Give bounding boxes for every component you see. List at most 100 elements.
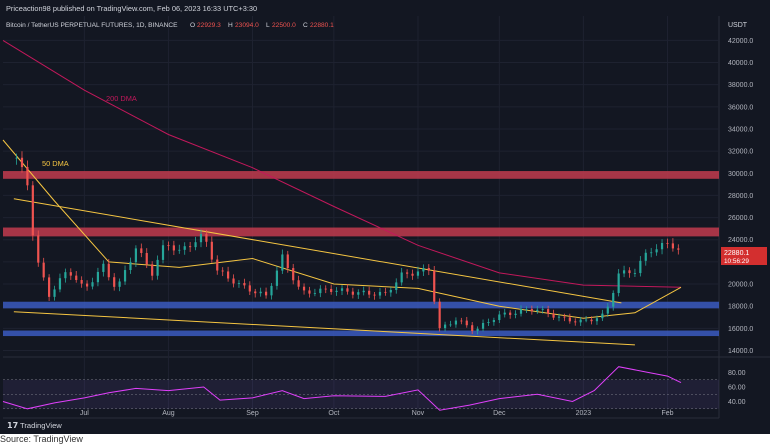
candle-body [75, 275, 78, 280]
zones [3, 171, 719, 337]
candle-body [140, 248, 143, 254]
candle-body [319, 288, 322, 294]
candle-body [31, 185, 34, 236]
time-tick-label: Nov [412, 410, 425, 417]
candle-body [362, 290, 365, 293]
price-tick-label: 26000.0 [728, 215, 753, 222]
candle-body [639, 260, 642, 274]
candle-body [42, 262, 45, 278]
candle-body [102, 263, 105, 272]
candle-body [406, 272, 409, 274]
candle-body [503, 312, 506, 315]
candle-body [622, 270, 626, 274]
rsi-pane[interactable] [3, 358, 719, 416]
candle-body [465, 320, 468, 326]
time-tick-label: Aug [162, 410, 175, 417]
candle-body [221, 270, 224, 272]
candle-body [199, 234, 203, 243]
candle-body [26, 167, 29, 186]
candle-body [80, 279, 83, 284]
candle-body [671, 243, 674, 249]
candle-body [297, 280, 300, 287]
candle-body [275, 270, 279, 286]
candle-body [389, 289, 392, 293]
candle-body [666, 242, 669, 244]
candle-body [302, 286, 306, 291]
candle-body [547, 309, 550, 314]
candle-body [69, 272, 72, 276]
candle-body [476, 328, 479, 332]
candle-body [487, 322, 490, 323]
candle-body [530, 309, 533, 312]
last-price-countdown: 10:56:29 [724, 258, 749, 265]
last-price-value: 22880.1 [724, 250, 749, 257]
ma50-annotation: 50 DMA [42, 159, 69, 168]
candle-body [205, 234, 208, 242]
candle-body [644, 252, 647, 261]
candle-body [292, 268, 295, 281]
candle-body [20, 157, 24, 168]
price-tick-label: 32000.0 [728, 149, 753, 156]
candle-body [514, 313, 517, 315]
candle-body [346, 288, 349, 292]
ohlc-open-label: O [190, 22, 195, 29]
trendline [13, 198, 622, 304]
candle-body [172, 245, 175, 251]
price-tick-label: 34000.0 [728, 126, 753, 133]
candle-body [134, 248, 137, 263]
trendline [13, 311, 635, 346]
candle-body [384, 291, 387, 293]
candle-body [519, 309, 523, 314]
candle-body [151, 264, 154, 276]
resistance-zone [3, 171, 719, 179]
price-tick-label: 36000.0 [728, 104, 753, 111]
gridlines [3, 16, 719, 416]
candle-body [460, 320, 463, 322]
candle-body [330, 288, 333, 292]
candle-body [286, 254, 289, 269]
candle-body [541, 309, 544, 310]
candle-body [552, 313, 555, 318]
price-tick-label: 16000.0 [728, 326, 753, 333]
candle-body [210, 241, 213, 260]
candle-body [243, 283, 246, 286]
time-tick-label: Sep [246, 410, 259, 417]
price-tick-label: 38000.0 [728, 82, 753, 89]
candles [15, 151, 680, 335]
candle-body [85, 283, 89, 287]
ohlc-close-value: 22880.1 [310, 22, 334, 29]
resistance-zone [3, 227, 719, 237]
candle-body [48, 277, 51, 297]
candle-body [606, 306, 609, 314]
candle-body [216, 259, 219, 271]
currency-label: USDT [728, 22, 748, 29]
ohlc-high-value: 23094.0 [235, 22, 259, 29]
candle-body [492, 320, 495, 323]
symbol-title[interactable]: Bitcoin / TetherUS PERPETUAL FUTURES, 1D… [6, 22, 178, 29]
candle-body [64, 272, 67, 279]
ohlc-close-label: C [303, 22, 308, 29]
candle-body [536, 309, 539, 312]
candle-body [324, 288, 327, 290]
candle-body [557, 316, 561, 318]
candle-body [167, 245, 170, 247]
candle-body [161, 245, 165, 260]
candle-body [574, 321, 577, 323]
candle-body [308, 290, 311, 294]
candle-body [422, 268, 425, 272]
price-tick-label: 14000.0 [728, 348, 753, 355]
candle-body [655, 249, 658, 253]
candle-body [351, 291, 354, 295]
rsi-tick-label: 40.00 [728, 399, 746, 406]
price-tick-label: 20000.0 [728, 282, 753, 289]
time-tick-label: Jul [80, 410, 89, 417]
candle-body [281, 254, 284, 271]
trendlines [13, 198, 635, 346]
candle-body [498, 314, 501, 321]
ma200-line [2, 39, 682, 288]
ohlc-low-value: 22500.0 [272, 22, 296, 29]
moving-averages [2, 39, 682, 319]
candle-body [313, 293, 316, 294]
candle-body [264, 291, 268, 296]
